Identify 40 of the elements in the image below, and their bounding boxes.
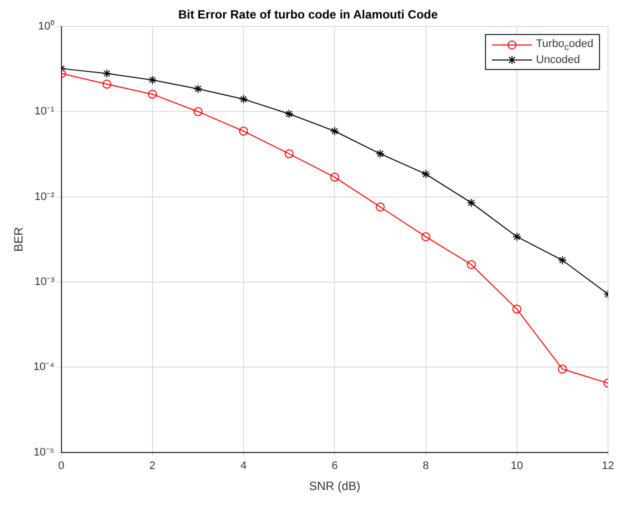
legend-label: Turbo$_{c}$oded — [536, 38, 594, 52]
point — [148, 90, 157, 99]
point — [466, 198, 476, 208]
point — [330, 126, 340, 136]
x-tick-label: 2 — [149, 460, 156, 472]
x-axis-title: SNR (dB) — [309, 479, 360, 494]
y-tick-label: 10⁻¹ — [34, 106, 55, 118]
y-tick-label: 10⁻⁴ — [33, 361, 55, 374]
point — [239, 126, 248, 136]
legend-label: Uncoded — [536, 54, 580, 66]
point — [512, 304, 522, 314]
point — [102, 80, 112, 89]
point — [102, 69, 112, 78]
x-tick-label: 6 — [332, 460, 338, 472]
point — [376, 202, 385, 212]
x-tick-label: 12 — [602, 460, 614, 472]
y-tick-label: 10⁻² — [34, 190, 55, 203]
point — [421, 170, 430, 179]
x-tick-label: 10 — [510, 460, 524, 472]
y-tick-label: 10⁻⁵ — [34, 446, 54, 458]
point — [148, 75, 157, 84]
x-tick-label: 0 — [58, 460, 64, 472]
y-axis-title: BER — [12, 226, 26, 252]
point — [512, 232, 522, 242]
x-tick-label: 4 — [240, 460, 247, 472]
point — [558, 256, 567, 265]
y-tick-label: 10⁻³ — [34, 276, 55, 288]
point — [284, 109, 294, 118]
point — [284, 149, 294, 158]
chart-title: Bit Error Rate of turbo code in Alamouti Code — [178, 8, 438, 22]
point — [466, 260, 476, 270]
point — [194, 84, 203, 94]
point — [421, 232, 430, 242]
point — [194, 107, 203, 116]
y-tick-label: 10⁰ — [38, 19, 54, 32]
point — [239, 94, 248, 104]
x-tick-label: 8 — [422, 460, 429, 472]
point — [376, 149, 385, 158]
point — [330, 172, 340, 182]
point — [558, 364, 567, 374]
